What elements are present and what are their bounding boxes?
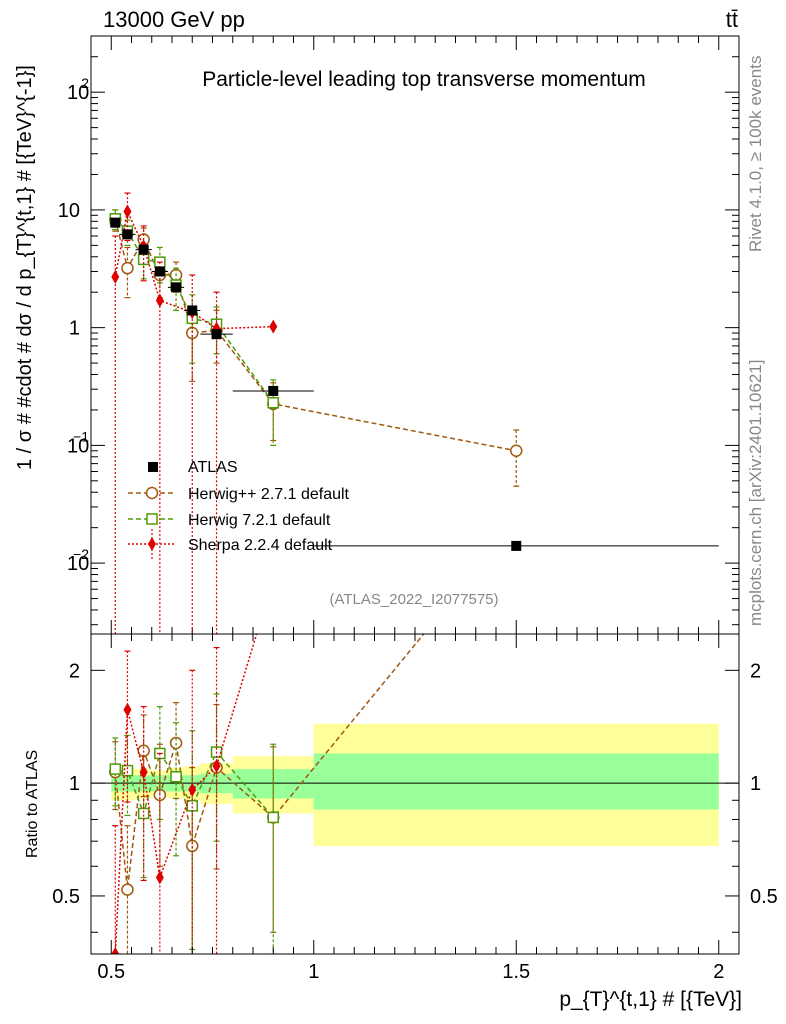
x-tick-label-0: 0.5 (97, 961, 125, 983)
main-point-sherpa-1 (123, 204, 132, 219)
ratio-y-axis: 0.5 0.5 1 1 2 2 (52, 660, 778, 933)
rivet-label: Rivet 4.1.0, ≥ 100k events (746, 56, 765, 252)
main-point-atlas-1 (122, 229, 133, 240)
main-x-ticks (110, 36, 720, 634)
legend-entry-herwig7: Herwig 7.2.1 default (128, 512, 331, 529)
legend-marker-atlas (148, 462, 158, 472)
ratio-series (109, 634, 425, 954)
ratio-y-tick-label-right-0: 0.5 (750, 886, 778, 908)
ratio-point-herwig7-4 (170, 770, 182, 783)
main-point-herwigpp-1 (121, 261, 134, 275)
main-point-sherpa-3 (155, 293, 164, 308)
main-series-herwigpp (109, 209, 523, 487)
main-point-herwigpp-8 (510, 444, 523, 458)
legend-label-atlas: ATLAS (188, 459, 238, 476)
main-y-tick-label-3: 10 (58, 200, 80, 222)
main-y-tick-label-1: 10 (67, 435, 89, 457)
main-y-tick-label-4: 10 (67, 82, 89, 104)
legend-entry-herwigpp: Herwig++ 2.7.1 default (128, 486, 350, 503)
ratio-point-herwig7-2 (137, 807, 150, 820)
main-point-sherpa-6 (269, 319, 278, 334)
main-point-atlas-7 (268, 385, 279, 396)
ratio-y-axis-title: Ratio to ATLAS (24, 750, 41, 858)
main-series (109, 192, 719, 634)
ratio-y-tick-label-left-2: 2 (69, 660, 80, 682)
legend-label-herwig7: Herwig 7.2.1 default (188, 512, 331, 529)
x-tick-label-3: 2 (713, 961, 724, 983)
ratio-line-herwigpp (114, 634, 425, 890)
main-point-atlas-3 (154, 266, 165, 277)
main-y-tick-exp-0: −2 (73, 546, 89, 562)
legend-label-herwigpp: Herwig++ 2.7.1 default (188, 486, 350, 503)
ratio-series-sherpa (111, 634, 258, 954)
main-point-atlas-6 (211, 329, 222, 340)
ratio-y-tick-label-right-1: 1 (750, 773, 761, 795)
x-tick-label-1: 1 (308, 961, 319, 983)
chart-title: Particle-level leading top transverse mo… (202, 68, 646, 91)
ratio-panel: 0.5 0.5 1 1 2 2 0.5 1 1.5 2 (52, 633, 778, 983)
main-y-axis-title: 1 / σ # #cdot # dσ / d p_{T}^{t,1} # [{T… (14, 65, 36, 470)
analysis-id: (ATLAS_2022_I2077575) (329, 591, 498, 608)
legend-marker-sherpa (148, 537, 156, 551)
ratio-y-tick-label-right-2: 2 (750, 660, 761, 682)
main-point-atlas-0 (110, 217, 121, 228)
ratio-point-herwig7-0 (109, 763, 122, 775)
x-tick-label-2: 1.5 (502, 961, 530, 983)
main-y-tick-label-2: 1 (69, 318, 80, 340)
ratio-point-sherpa-3 (155, 870, 164, 885)
mcplots-label: mcplots.cern.ch [arXiv:2401.10621] (746, 360, 765, 626)
main-y-tick-exp-4: 2 (81, 75, 89, 91)
main-y-tick-exp-1: −1 (73, 428, 89, 444)
main-line-herwigpp (114, 219, 517, 452)
ratio-point-herwig7-7 (267, 811, 279, 824)
main-series-sherpa (111, 192, 278, 634)
main-point-sherpa-0 (111, 269, 120, 284)
ratio-point-sherpa-0 (111, 947, 120, 954)
ratio-point-sherpa-5 (212, 759, 221, 774)
main-point-atlas-5 (187, 305, 198, 316)
legend: ATLAS Herwig++ 2.7.1 default Herwig 7.2.… (128, 459, 350, 559)
ratio-y-tick-label-left-0: 0.5 (52, 886, 80, 908)
main-y-tick-label-0: 10 (67, 553, 89, 575)
legend-marker-herwig7 (146, 513, 158, 525)
legend-entry-atlas: ATLAS (148, 459, 238, 476)
main-point-atlas-4 (171, 282, 182, 293)
legend-marker-herwigpp (145, 486, 159, 500)
ratio-point-sherpa-4 (188, 782, 197, 797)
main-point-atlas-8 (511, 540, 522, 551)
legend-entry-sherpa: Sherpa 2.2.4 default (128, 529, 333, 559)
main-panel: Particle-level leading top transverse mo… (58, 35, 740, 635)
ratio-point-herwigpp-1 (121, 883, 134, 896)
x-axis-title: p_{T}^{t,1} # [{TeV}] (559, 988, 742, 1011)
main-point-atlas-2 (138, 244, 149, 255)
ratio-point-sherpa-1 (123, 702, 132, 717)
ratio-point-herwig7-5 (186, 800, 198, 812)
ratio-band-stat-8 (313, 753, 719, 810)
ratio-y-tick-label-left-1: 1 (69, 773, 80, 795)
ratio-line-herwig7 (115, 750, 274, 818)
main-point-herwig7-7 (267, 397, 279, 409)
ratio-bands (91, 723, 739, 846)
legend-label-sherpa: Sherpa 2.2.4 default (188, 537, 333, 554)
process-label: tt̄ (726, 7, 738, 32)
main-series-atlas (110, 217, 719, 551)
ratio-x-axis: 0.5 1 1.5 2 (97, 634, 724, 983)
energy-label: 13000 GeV pp (103, 7, 245, 32)
ratio-point-sherpa-2 (139, 765, 148, 780)
